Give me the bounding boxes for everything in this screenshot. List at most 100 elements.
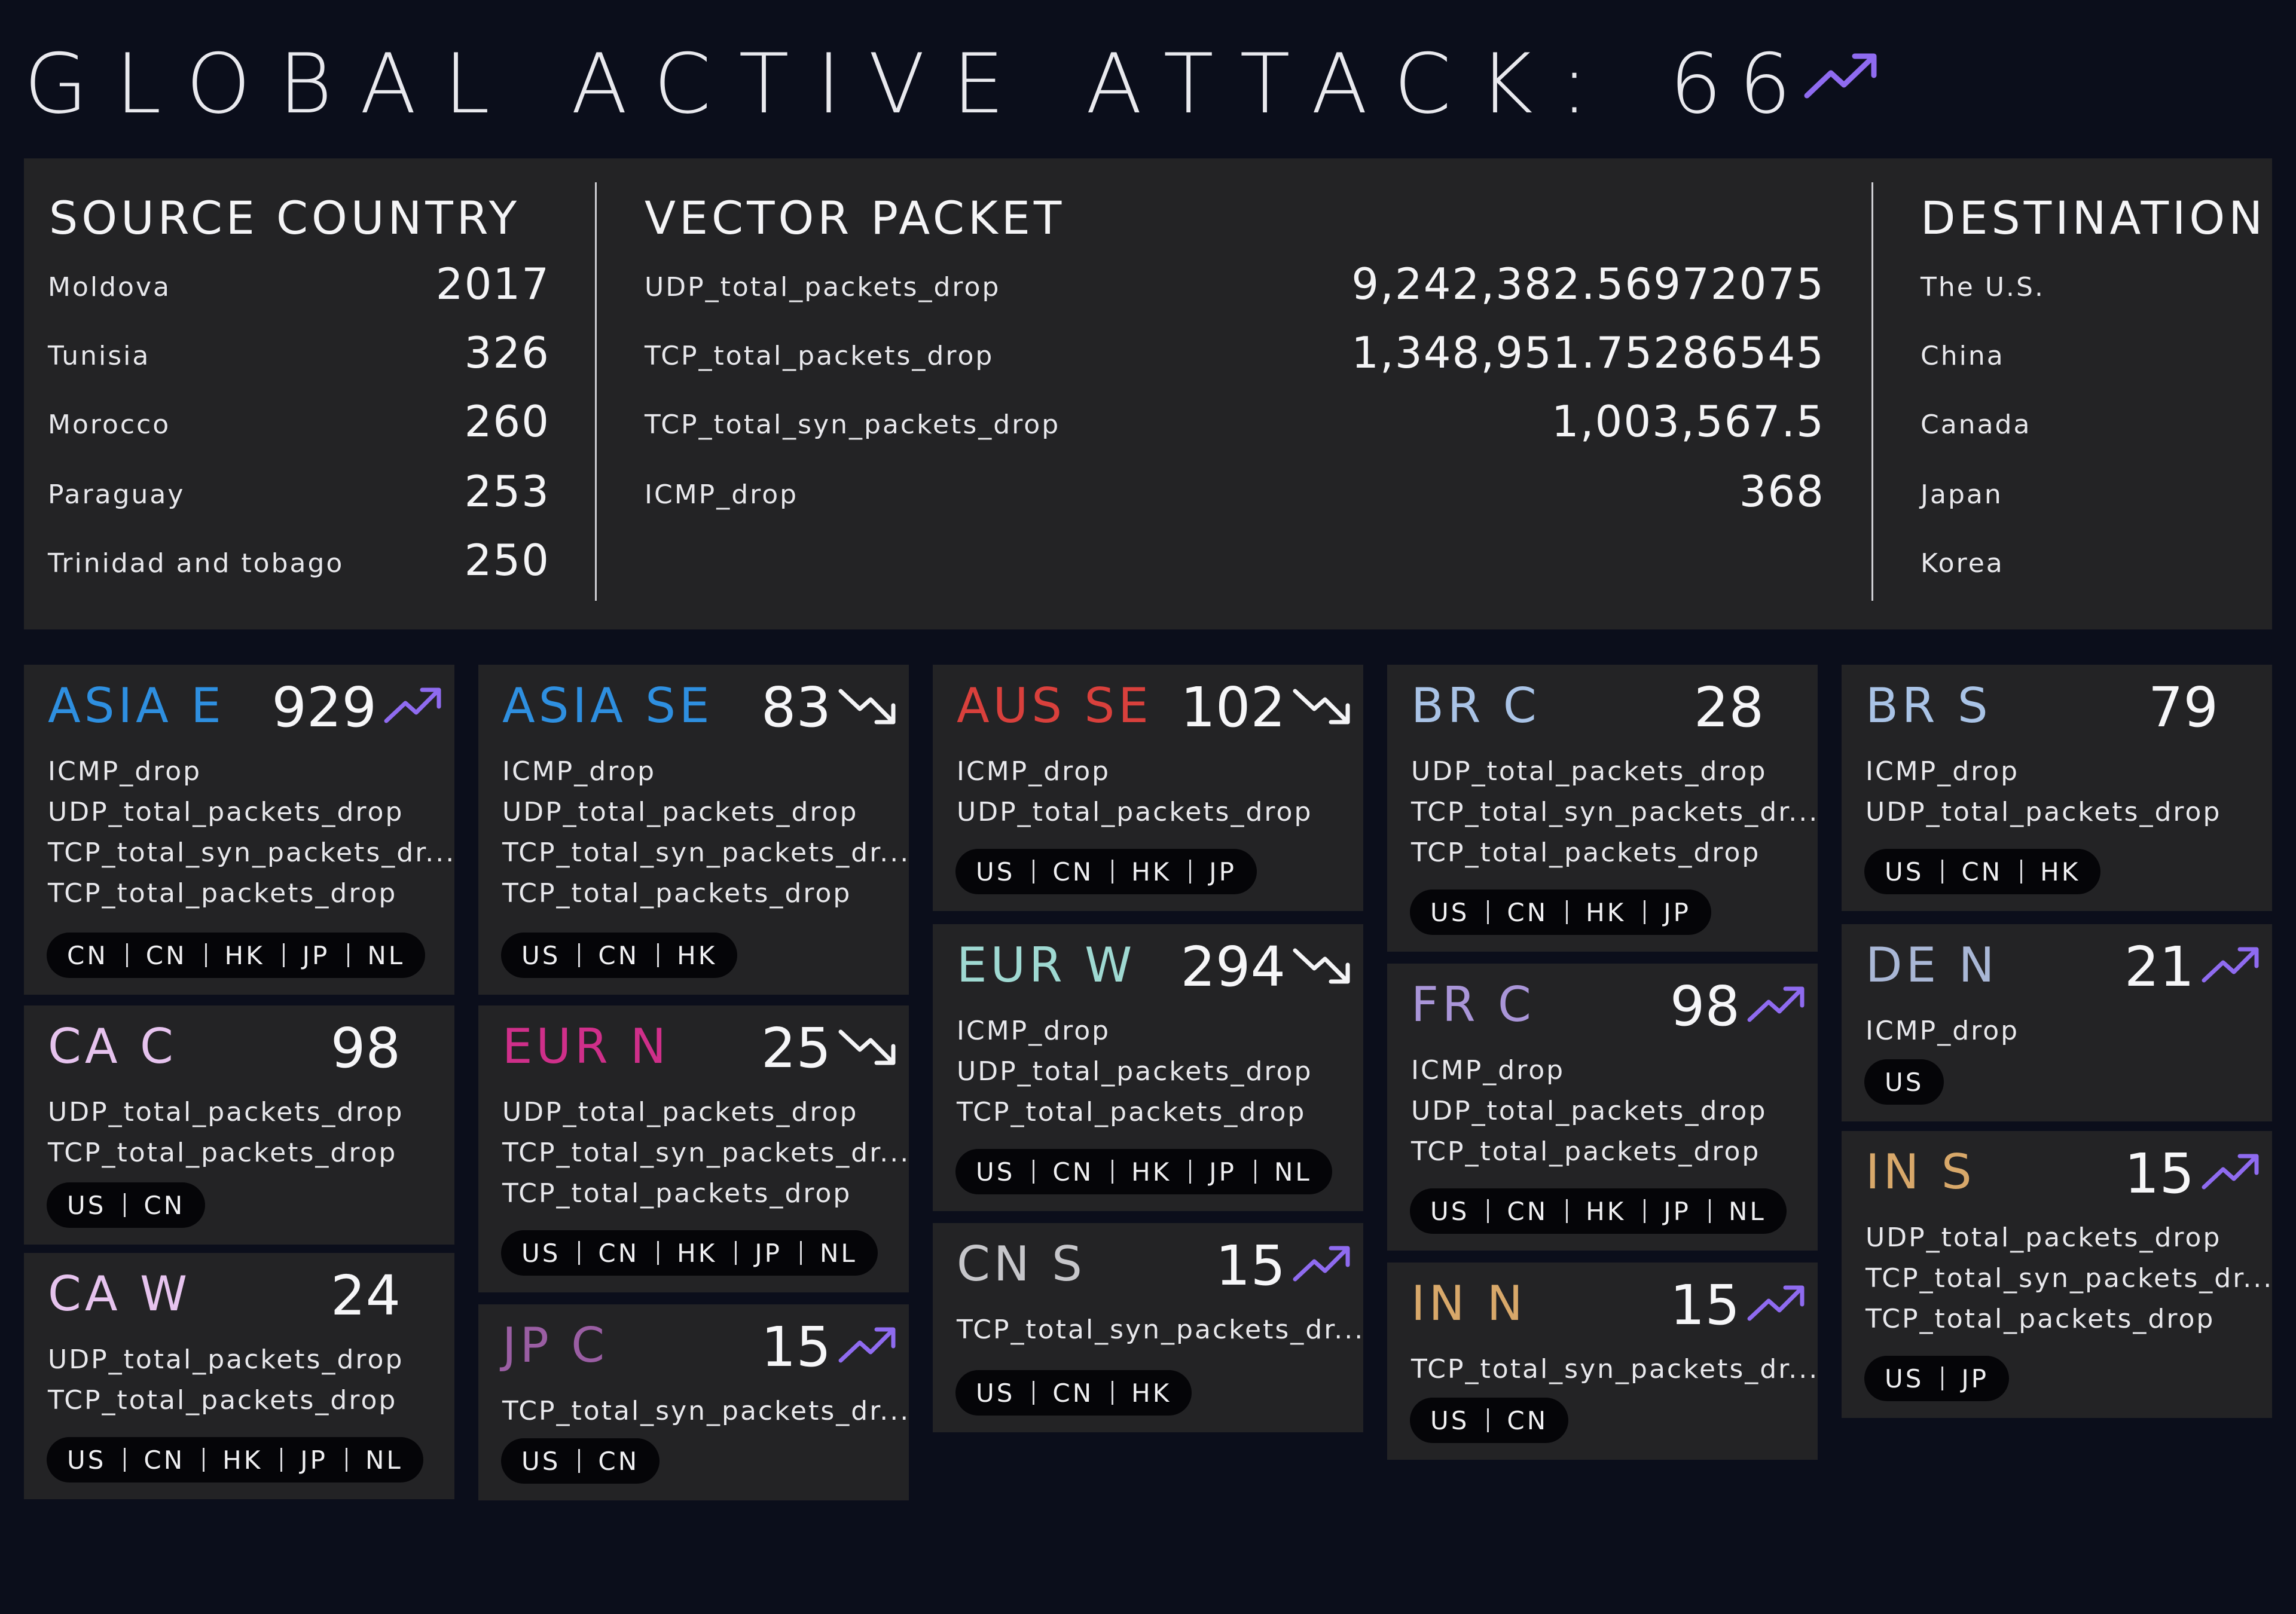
chip-divider xyxy=(1487,1408,1489,1432)
trend-up-icon xyxy=(1747,1285,1805,1321)
attack-count: 25 xyxy=(761,1016,831,1080)
country-chip: JP xyxy=(755,1238,782,1268)
chip-divider xyxy=(1033,1160,1035,1184)
destination-title: DESTINATION xyxy=(1921,191,2267,244)
attack-count: 102 xyxy=(1180,675,1286,739)
attack-count: 28 xyxy=(1693,675,1764,739)
vector-item: TCP_total_syn_packets_dr... xyxy=(502,1396,911,1426)
region-card[interactable]: BR S 79 ICMP_drop UDP_total_packets_drop US C… xyxy=(1842,665,2272,911)
destination-chips: CN CN HK JP NL xyxy=(47,933,426,978)
region-card[interactable]: JP C 15 TCP_total_syn_packets_dr... US CN xyxy=(478,1304,909,1500)
region-card[interactable]: IN S 15 UDP_total_packets_drop TCP_total_sy… xyxy=(1842,1131,2272,1418)
country-chip: CN xyxy=(598,1446,640,1476)
vector-item: ICMP_drop xyxy=(1866,756,2020,787)
region-card[interactable]: CA W 24 UDP_total_packets_drop TCP_total_pa… xyxy=(24,1253,454,1499)
destination-chips: US CN HK JP xyxy=(955,849,1257,894)
region-name: ASIA SE xyxy=(502,678,713,733)
trend-up-icon xyxy=(838,1327,896,1363)
country-chip: US xyxy=(976,1378,1015,1408)
region-card[interactable]: ASIA E 929 ICMP_drop UDP_total_packets_drop… xyxy=(24,665,454,995)
country-chip: US xyxy=(1885,1067,1924,1097)
country-chip: HK xyxy=(222,1445,263,1475)
region-name: FR C xyxy=(1411,977,1535,1032)
chip-divider xyxy=(126,943,128,967)
chip-divider xyxy=(1254,1160,1256,1184)
chip-divider xyxy=(1033,860,1035,884)
region-card[interactable]: EUR N 25 UDP_total_packets_drop TCP_total_s… xyxy=(478,1005,909,1292)
vector-item: TCP_total_syn_packets_dr... xyxy=(1866,1263,2274,1294)
region-card[interactable]: AUS SE 102 ICMP_drop UDP_total_packets_drop… xyxy=(933,665,1363,911)
destination-chips: US CN HK JP NL xyxy=(501,1230,878,1276)
trend-up-icon xyxy=(2202,1154,2259,1190)
source-country-count: 253 xyxy=(464,466,550,516)
source-country-label: Moldova xyxy=(48,272,171,302)
destination-chips: US CN HK xyxy=(1864,849,2101,894)
country-chip: CN xyxy=(145,940,187,970)
country-chip: HK xyxy=(1131,1157,1172,1187)
destination-label: The U.S. xyxy=(1921,272,2045,302)
vector-item: TCP_total_packets_drop xyxy=(502,1178,852,1209)
chip-divider xyxy=(1112,1160,1114,1184)
destination-chips: US CN HK JP NL xyxy=(955,1149,1332,1194)
country-chip: JP xyxy=(1209,1157,1236,1187)
chip-divider xyxy=(346,1448,347,1472)
vector-packet-label: UDP_total_packets_drop xyxy=(645,272,1001,302)
chip-divider xyxy=(124,1193,126,1217)
vector-item: TCP_total_packets_drop xyxy=(48,878,398,909)
region-name: BR C xyxy=(1411,678,1540,733)
region-name: ASIA E xyxy=(48,678,225,733)
vector-item: UDP_total_packets_drop xyxy=(957,1056,1313,1087)
vector-item: UDP_total_packets_drop xyxy=(48,1344,404,1375)
vector-item: ICMP_drop xyxy=(48,756,202,787)
vector-list: TCP_total_syn_packets_dr... xyxy=(1411,1349,1819,1390)
destination-chips: US CN xyxy=(1410,1398,1569,1443)
country-chip: HK xyxy=(677,940,718,970)
chip-divider xyxy=(657,1241,660,1265)
trend-up-icon xyxy=(1804,53,1877,99)
vector-item: TCP_total_packets_drop xyxy=(48,1138,398,1168)
country-chip: US xyxy=(1430,1405,1470,1435)
attack-count: 929 xyxy=(271,675,377,739)
region-name: CA W xyxy=(48,1266,191,1322)
country-chip: NL xyxy=(367,940,405,970)
region-card[interactable]: IN N 15 TCP_total_syn_packets_dr... US CN xyxy=(1387,1263,1818,1460)
region-card[interactable]: FR C 98 ICMP_drop UDP_total_packets_drop TCP… xyxy=(1387,964,1818,1251)
destination-label: Korea xyxy=(1921,548,2004,579)
trend-down-icon xyxy=(838,689,896,725)
country-chip: CN xyxy=(1052,1378,1094,1408)
country-chip: US xyxy=(521,1446,561,1476)
vector-item: TCP_total_syn_packets_dr... xyxy=(502,1138,911,1168)
title-text: GLOBAL ACTIVE ATTACK: 66 xyxy=(24,35,1808,132)
chip-divider xyxy=(1644,1199,1646,1223)
country-chip: JP xyxy=(1663,897,1691,927)
vector-list: UDP_total_packets_drop TCP_total_packets_… xyxy=(48,1340,404,1421)
destination-chips: US CN HK xyxy=(501,933,738,978)
chip-divider xyxy=(1487,1199,1489,1223)
region-card[interactable]: CN S 15 TCP_total_syn_packets_dr... US CN HK xyxy=(933,1223,1363,1432)
attack-count: 83 xyxy=(761,675,831,739)
region-card[interactable]: ASIA SE 83 ICMP_drop UDP_total_packets_drop… xyxy=(478,665,909,995)
attack-count: 79 xyxy=(2148,675,2218,739)
chip-divider xyxy=(1644,900,1646,924)
source-country-title: SOURCE COUNTRY xyxy=(49,191,521,244)
attack-count: 98 xyxy=(330,1016,401,1080)
country-chip: HK xyxy=(2040,857,2081,887)
region-card[interactable]: DE N 21 ICMP_drop US xyxy=(1842,924,2272,1121)
region-card[interactable]: CA C 98 UDP_total_packets_drop TCP_total_pa… xyxy=(24,1005,454,1245)
country-chip: US xyxy=(1430,897,1470,927)
vector-item: UDP_total_packets_drop xyxy=(1411,756,1767,787)
source-country-count: 326 xyxy=(464,328,550,378)
summary-panel: SOURCE COUNTRY Moldova 2017 Tunisia 326 Moro… xyxy=(24,158,2272,629)
chip-divider xyxy=(1941,1367,1944,1390)
region-name: AUS SE xyxy=(957,678,1152,733)
region-card[interactable]: BR C 28 UDP_total_packets_drop TCP_total_sy… xyxy=(1387,665,1818,952)
vector-packet-title: VECTOR PACKET xyxy=(645,191,1065,244)
chip-divider xyxy=(1189,860,1192,884)
region-card[interactable]: EUR W 294 ICMP_drop UDP_total_packets_drop T… xyxy=(933,924,1363,1211)
chip-divider xyxy=(578,943,581,967)
source-country-count: 250 xyxy=(464,535,550,585)
global-attack-count: 66 xyxy=(1669,35,1808,132)
attack-count: 98 xyxy=(1669,974,1740,1038)
country-chip: CN xyxy=(1052,1157,1094,1187)
country-chip: CN xyxy=(1507,1196,1549,1226)
